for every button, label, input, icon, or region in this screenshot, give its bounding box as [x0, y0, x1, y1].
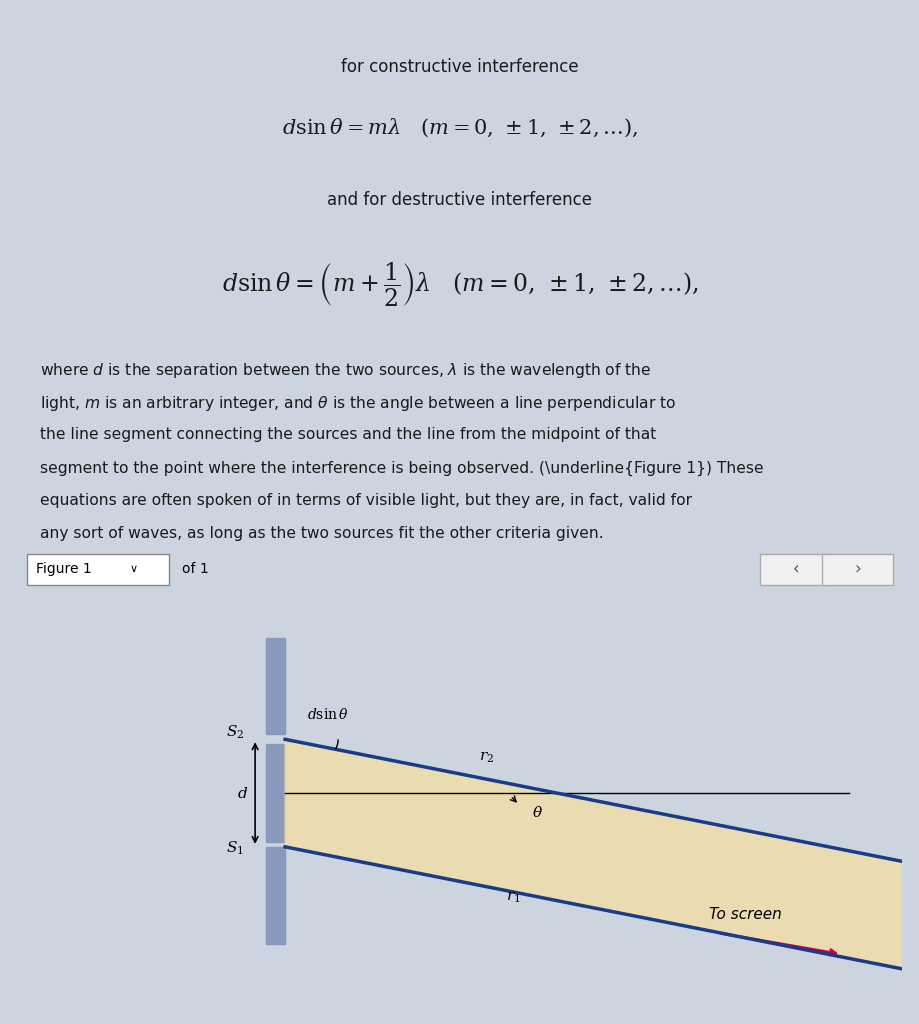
Text: equations are often spoken of in terms of visible light, but they are, in fact, : equations are often spoken of in terms o… — [40, 494, 692, 508]
Text: light, $m$ is an arbitrary integer, and $\theta$ is the angle between a line per: light, $m$ is an arbitrary integer, and … — [40, 394, 676, 414]
Text: $d\sin\theta$: $d\sin\theta$ — [307, 707, 348, 722]
FancyBboxPatch shape — [822, 554, 891, 585]
Text: $r_1$: $r_1$ — [505, 890, 520, 905]
Text: for constructive interference: for constructive interference — [341, 57, 578, 76]
Text: $\theta$: $\theta$ — [532, 805, 543, 820]
Text: $d\sin\theta = \left(m + \dfrac{1}{2}\right)\lambda \quad (m = 0,\, \pm1,\, \pm2: $d\sin\theta = \left(m + \dfrac{1}{2}\ri… — [221, 260, 698, 308]
Bar — [266, 638, 285, 734]
Text: $S_2$: $S_2$ — [226, 724, 244, 741]
Polygon shape — [285, 739, 914, 972]
Text: where $d$ is the separation between the two sources, $\lambda$ is the wavelength: where $d$ is the separation between the … — [40, 361, 652, 380]
Text: and for destructive interference: and for destructive interference — [327, 190, 592, 209]
Text: of 1: of 1 — [182, 562, 209, 577]
Text: $S_1$: $S_1$ — [226, 840, 244, 857]
Text: ∨: ∨ — [129, 564, 137, 574]
Text: $r_2$: $r_2$ — [479, 751, 494, 765]
Text: Figure 1: Figure 1 — [36, 562, 92, 577]
Text: the line segment connecting the sources and the line from the midpoint of that: the line segment connecting the sources … — [40, 427, 656, 442]
Text: ‹: ‹ — [791, 560, 798, 579]
Text: segment to the point where the interference is being observed. (\underline{Figur: segment to the point where the interfere… — [40, 461, 764, 475]
Bar — [266, 744, 285, 842]
Bar — [266, 847, 285, 944]
Text: any sort of waves, as long as the two sources fit the other criteria given.: any sort of waves, as long as the two so… — [40, 526, 604, 542]
Text: $d\sin\theta = m\lambda \quad (m = 0,\, \pm1,\, \pm2,\ldots),$: $d\sin\theta = m\lambda \quad (m = 0,\, … — [281, 117, 638, 139]
Text: To screen: To screen — [709, 907, 781, 923]
FancyBboxPatch shape — [28, 554, 168, 585]
FancyBboxPatch shape — [759, 554, 830, 585]
Text: $d$: $d$ — [237, 785, 248, 801]
Text: ›: › — [853, 560, 860, 579]
